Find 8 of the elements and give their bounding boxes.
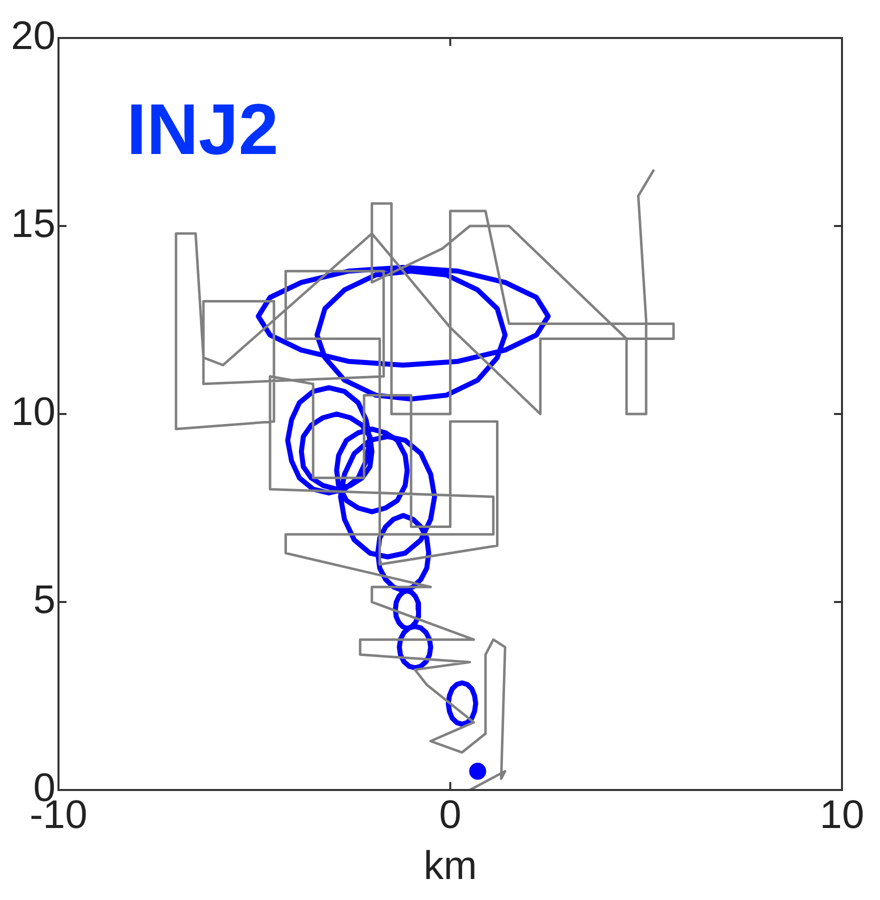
x-tick-label: 10 [820, 793, 864, 838]
y-tick-label: 15 [10, 202, 56, 246]
y-tick-label: 10 [10, 390, 56, 434]
y-tick-label: 20 [10, 14, 56, 58]
x-axis-title: km [424, 844, 477, 888]
x-tick-label: 0 [439, 793, 462, 838]
y-tick-label: 5 [33, 578, 56, 622]
annotation: INJ2 [126, 90, 279, 170]
